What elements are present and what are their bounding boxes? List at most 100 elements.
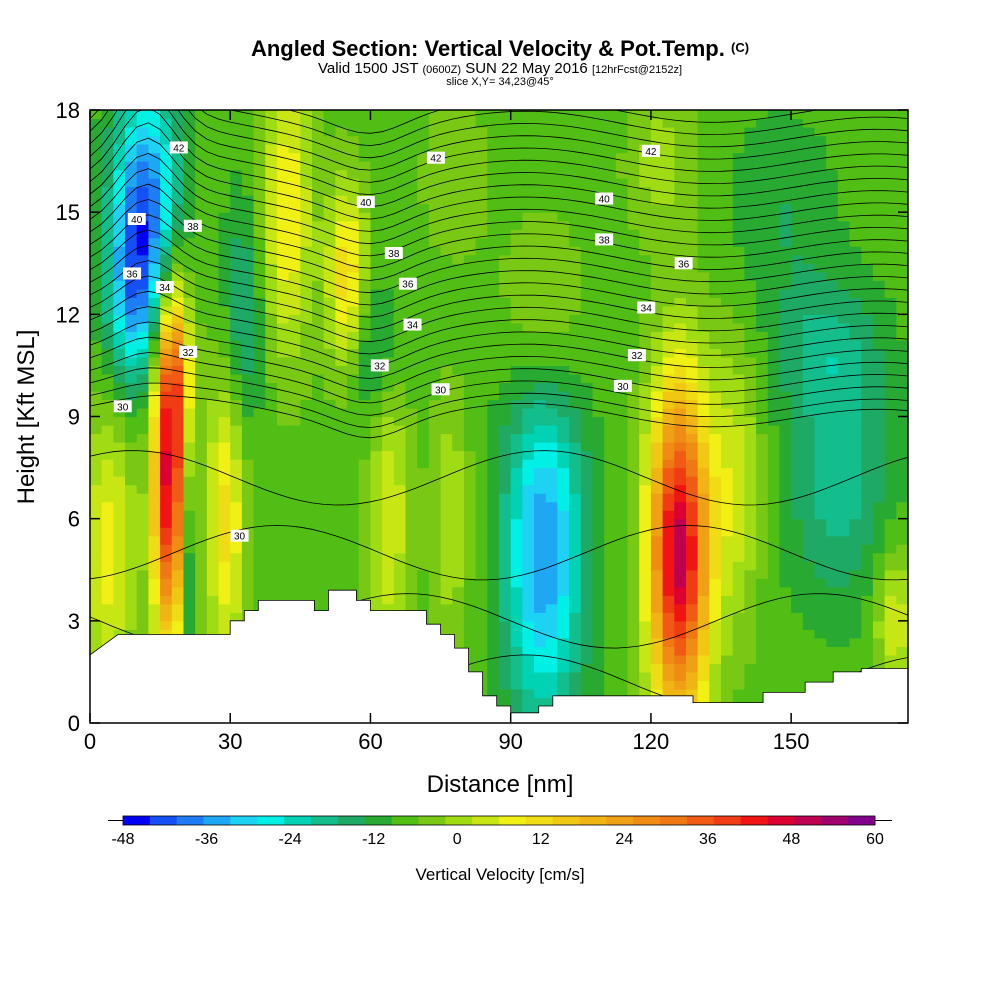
velocity-cell	[849, 637, 862, 647]
velocity-cell	[335, 237, 348, 247]
velocity-cell	[276, 433, 290, 443]
velocity-cell	[721, 476, 734, 486]
velocity-cell	[534, 178, 547, 188]
velocity-cell	[615, 501, 629, 511]
velocity-cell	[545, 178, 559, 188]
velocity-cell	[721, 646, 734, 656]
velocity-cell	[230, 186, 243, 196]
velocity-cell	[206, 365, 220, 375]
velocity-cell	[791, 339, 804, 349]
velocity-cell	[195, 144, 208, 154]
velocity-cell	[522, 425, 535, 435]
velocity-cell	[580, 527, 594, 537]
velocity-cell	[206, 152, 220, 162]
velocity-cell	[791, 561, 804, 571]
velocity-cell	[674, 220, 687, 230]
velocity-cell	[358, 569, 372, 579]
velocity-cell	[358, 425, 372, 435]
velocity-cell	[592, 620, 605, 630]
velocity-cell	[709, 688, 722, 699]
velocity-cell	[791, 637, 804, 647]
velocity-cell	[253, 407, 266, 418]
velocity-cell	[101, 365, 114, 375]
velocity-cell	[101, 331, 114, 341]
velocity-cell	[90, 254, 103, 264]
velocity-cell	[522, 348, 535, 358]
velocity-cell	[592, 595, 605, 605]
velocity-cell	[510, 467, 523, 477]
velocity-cell	[195, 535, 208, 545]
velocity-cell	[861, 629, 874, 639]
velocity-cell	[662, 688, 675, 699]
velocity-cell	[779, 569, 792, 579]
velocity-cell	[347, 450, 360, 460]
velocity-cell	[382, 586, 395, 596]
velocity-cell	[767, 314, 781, 324]
velocity-cell	[463, 348, 477, 358]
velocity-cell	[463, 161, 477, 171]
velocity-cell	[510, 484, 523, 494]
velocity-cell	[253, 178, 266, 188]
velocity-cell	[861, 127, 874, 137]
velocity-cell	[101, 484, 114, 494]
velocity-cell	[452, 212, 465, 222]
velocity-cell	[125, 322, 138, 332]
velocity-cell	[265, 535, 278, 545]
velocity-cell	[861, 459, 874, 469]
velocity-cell	[206, 314, 220, 324]
velocity-cell	[101, 544, 114, 554]
velocity-cell	[779, 476, 792, 486]
velocity-cell	[767, 569, 781, 579]
velocity-cell	[428, 169, 442, 179]
velocity-cell	[627, 629, 640, 639]
velocity-cell	[323, 578, 336, 588]
velocity-cell	[744, 680, 757, 690]
velocity-cell	[779, 595, 792, 605]
velocity-cell	[674, 442, 687, 452]
velocity-cell	[183, 510, 196, 520]
velocity-cell	[101, 237, 114, 247]
velocity-cell	[779, 263, 792, 273]
velocity-cell	[662, 654, 675, 664]
velocity-cell	[627, 501, 640, 511]
velocity-cell	[171, 237, 185, 247]
velocity-cell	[136, 365, 150, 375]
velocity-cell	[358, 314, 372, 324]
velocity-cell	[791, 433, 804, 443]
velocity-cell	[347, 271, 360, 281]
velocity-cell	[896, 612, 908, 622]
velocity-cell	[475, 203, 488, 213]
velocity-cell	[709, 459, 722, 469]
velocity-cell	[218, 527, 231, 537]
velocity-cell	[896, 620, 908, 630]
velocity-cell	[206, 586, 220, 596]
velocity-cell	[732, 688, 745, 699]
velocity-cell	[347, 365, 360, 375]
velocity-cell	[475, 476, 488, 486]
velocity-cell	[534, 237, 547, 247]
velocity-cell	[650, 484, 664, 494]
velocity-cell	[650, 535, 664, 545]
velocity-cell	[837, 586, 851, 596]
velocity-cell	[347, 178, 360, 188]
velocity-cell	[90, 467, 103, 477]
velocity-cell	[662, 407, 675, 418]
velocity-cell	[312, 220, 325, 230]
velocity-cell	[580, 152, 594, 162]
velocity-cell	[872, 518, 886, 528]
velocity-cell	[639, 629, 652, 639]
velocity-cell	[837, 110, 851, 120]
velocity-cell	[837, 288, 851, 298]
velocity-cell	[709, 416, 722, 426]
velocity-cell	[90, 263, 103, 273]
velocity-cell	[499, 518, 512, 528]
velocity-cell	[732, 212, 745, 222]
velocity-cell	[288, 271, 301, 281]
velocity-cell	[849, 569, 862, 579]
velocity-cell	[206, 382, 220, 392]
velocity-cell	[452, 612, 465, 622]
velocity-cell	[697, 595, 710, 605]
velocity-cell	[534, 373, 547, 384]
velocity-cell	[639, 527, 652, 537]
velocity-cell	[393, 118, 407, 128]
